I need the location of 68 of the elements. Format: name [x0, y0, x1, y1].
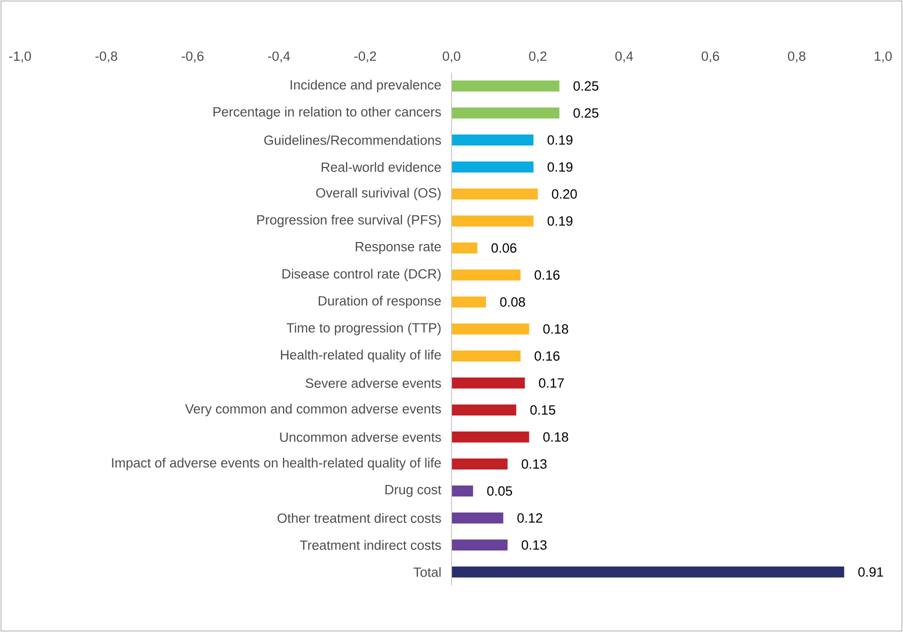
bar [452, 566, 844, 578]
y-tick-label: Uncommon adverse events [280, 432, 441, 442]
data-label: 0.12 [517, 513, 542, 523]
bar [452, 540, 508, 550]
y-tick-label: Severe adverse events [306, 378, 441, 388]
data-label: 0.16 [534, 270, 560, 280]
y-tick-label: Real-world evidence [322, 162, 441, 172]
data-label: 0.19 [548, 135, 572, 145]
y-tick-label: Impact of adverse events on health-related quality of life [112, 458, 441, 470]
y-tick-label: Other treatment direct costs [278, 513, 441, 523]
data-label: 0.18 [543, 324, 568, 334]
data-label: 0.25 [574, 81, 598, 91]
y-tick-label: Progression free survival (PFS) [257, 214, 441, 228]
data-label: 0.25 [574, 108, 598, 118]
bar [452, 458, 508, 470]
y-tick-label: Disease control rate (DCR) [282, 268, 441, 282]
bar [452, 350, 521, 362]
bar [452, 324, 530, 334]
bar [452, 486, 474, 496]
bar [452, 431, 530, 442]
x-tick-label: -1,0 [9, 51, 31, 62]
y-tick-label: Incidence and prevalence [290, 80, 441, 92]
y-tick-label: Very common and common adverse events [185, 404, 441, 416]
x-tick-label: -0,2 [354, 51, 376, 62]
y-tick-label: Duration of response [318, 296, 441, 308]
y-tick-label: Treatment indirect costs [300, 540, 441, 550]
x-tick-label: 0,2 [529, 51, 546, 62]
data-label: 0.91 [858, 567, 884, 577]
y-tick-label: Total [414, 567, 441, 577]
data-label: 0.13 [522, 459, 547, 469]
data-label: 0.19 [548, 216, 572, 226]
y-tick-label: Overall surivival (OS) [316, 188, 441, 200]
data-label: 0.05 [487, 486, 512, 496]
bar [452, 404, 516, 416]
y-tick-label: Guidelines/Recommendations [264, 135, 441, 145]
y-tick-label: Percentage in relation to other cancers [214, 106, 441, 120]
y-tick-label: Response rate [356, 242, 441, 254]
x-tick-label: 0,6 [702, 51, 720, 62]
data-label: 0.06 [492, 243, 516, 253]
x-tick-label: -0,4 [268, 51, 290, 62]
y-tick-label: Time to progression (TTP) [286, 322, 441, 336]
data-label: 0.20 [552, 189, 577, 199]
x-tick-label: -0,6 [182, 51, 204, 62]
data-label: 0.16 [534, 351, 560, 361]
bar [452, 134, 534, 146]
data-label: 0.19 [548, 162, 572, 172]
bar [452, 269, 521, 280]
bar [452, 80, 560, 92]
data-label: 0.17 [538, 378, 564, 388]
bar [452, 188, 538, 200]
data-label: 0.18 [543, 432, 568, 442]
data-label: 0.15 [530, 405, 556, 415]
x-tick-label: 0,0 [442, 51, 460, 62]
x-tick-label: 0,4 [615, 51, 633, 62]
bar [452, 512, 504, 524]
bar [452, 296, 486, 308]
bar [452, 107, 560, 118]
x-tick-label: 0,8 [788, 51, 806, 62]
bar [452, 378, 525, 388]
y-tick-label: Drug cost [385, 485, 442, 497]
x-tick-label: 1,0 [874, 51, 892, 62]
bar [452, 215, 534, 226]
bar [452, 242, 478, 254]
x-tick-label: -0,8 [95, 51, 118, 62]
y-tick-label: Health-related quality of life [280, 350, 441, 362]
data-label: 0.13 [522, 540, 547, 550]
data-label: 0.08 [500, 297, 525, 307]
bar [452, 162, 534, 172]
